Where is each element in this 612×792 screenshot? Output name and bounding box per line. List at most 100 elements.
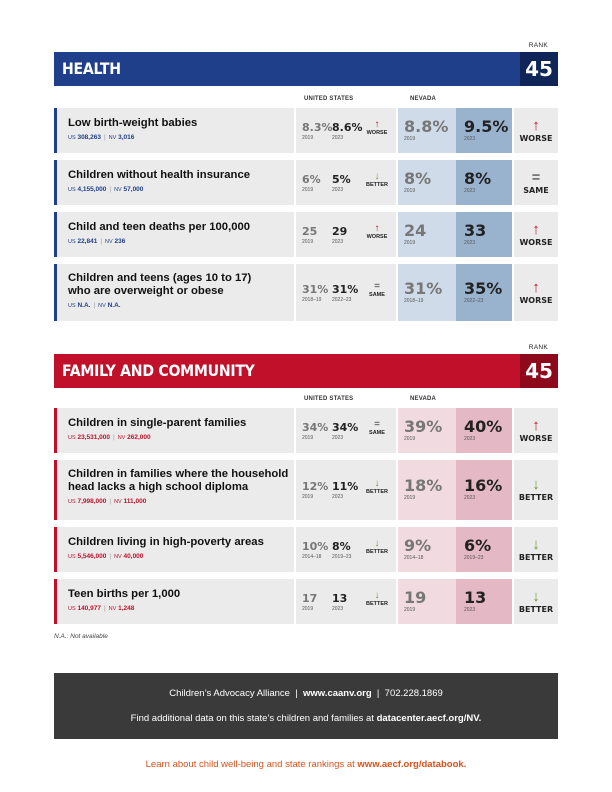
indicator-label-cell: Children without health insurance US 4,15… xyxy=(54,160,294,205)
nv-data-cell-recent: 9.5% 2023 xyxy=(456,108,512,153)
trend-arrow-icon: ↑ xyxy=(532,279,540,296)
indicator-row: Low birth-weight babies US 308,263 | NV 3,0… xyxy=(54,108,558,153)
us-data-cell: 8.3% 2019 8.6% 2023 ↑ WORSE xyxy=(296,108,396,153)
us-year-earlier: 2019 xyxy=(302,187,314,193)
trend-text: WORSE xyxy=(519,134,553,143)
trend-arrow-icon: ↑ xyxy=(374,223,380,234)
trend-arrow-icon: ↓ xyxy=(374,478,380,489)
footer-data-line: Find additional data on this state’s chi… xyxy=(54,713,558,724)
indicator-row: Children in families where the household… xyxy=(54,460,558,520)
indicator-name-line: Children in families where the household xyxy=(68,468,289,480)
trend-arrow-icon: ↓ xyxy=(532,588,540,605)
trend-arrow-icon: ↓ xyxy=(374,538,380,549)
nv-count: 1,248 xyxy=(118,605,135,612)
count-separator: | xyxy=(93,302,96,309)
learn-more-line: Learn about child well-being and state r… xyxy=(0,759,612,770)
nv-data-cell-recent: 40% 2023 xyxy=(456,408,512,453)
databook-link[interactable]: www.aecf.org/databook. xyxy=(357,759,467,770)
us-trend-indicator: ↓ BETTER xyxy=(362,478,392,496)
us-count-prefix: US xyxy=(68,135,76,141)
nv-count: 3,016 xyxy=(118,134,135,141)
trend-text: BETTER xyxy=(366,549,388,555)
learn-more-text: Learn about child well-being and state r… xyxy=(145,759,358,770)
indicator-name: Children in families where the household… xyxy=(68,468,288,494)
trend-text: BETTER xyxy=(518,605,554,614)
us-value-recent: 13 xyxy=(332,592,348,605)
trend-text: SAME xyxy=(369,292,385,298)
indicator-row: Child and teen deaths per 100,000 US 22,8… xyxy=(54,212,558,257)
rank-value: 45 xyxy=(520,52,558,86)
footer-datacenter-link[interactable]: datacenter.aecf.org/NV. xyxy=(376,713,482,724)
nv-year-earlier: 2019 xyxy=(404,136,416,142)
us-count: N.A. xyxy=(77,302,91,309)
indicator-name-line: Children without health insurance xyxy=(68,169,251,181)
section-header: HEALTH 45 xyxy=(54,52,558,86)
nv-value-recent: 8% xyxy=(464,169,492,188)
section-title: HEALTH xyxy=(62,59,121,78)
nv-year-earlier: 2019 xyxy=(404,495,416,501)
indicator-name: Children living in high-poverty areas xyxy=(68,536,264,549)
us-count: 4,155,000 xyxy=(77,186,107,193)
indicator-counts: US 140,977 | NV 1,248 xyxy=(68,605,134,612)
nv-trend-indicator: = SAME xyxy=(514,160,558,205)
footer-contact: Children’s Advocacy Alliance | www.caanv… xyxy=(169,688,443,699)
footer-line2-text: Find additional data on this state’s chi… xyxy=(130,713,377,724)
indicator-name: Child and teen deaths per 100,000 xyxy=(68,221,250,234)
indicator-name-line: Children in single-parent families xyxy=(68,417,247,429)
indicator-name: Children in single-parent families xyxy=(68,417,246,430)
us-count: 23,531,000 xyxy=(77,434,110,441)
nv-trend-indicator: ↑ WORSE xyxy=(514,212,558,257)
nv-data-cell-recent: 33 2023 xyxy=(456,212,512,257)
nv-count-prefix: NV xyxy=(114,187,122,193)
count-separator: | xyxy=(109,553,112,560)
nv-year-earlier: 2018–19 xyxy=(404,298,424,304)
us-value-earlier: 6% xyxy=(302,173,321,186)
us-count-prefix: US xyxy=(68,239,76,245)
trend-text: WORSE xyxy=(519,434,553,443)
nv-count-prefix: NV xyxy=(114,499,122,505)
trend-arrow-icon: ↑ xyxy=(532,417,540,434)
indicator-label-cell: Children living in high-poverty areas US … xyxy=(54,527,294,572)
us-data-cell: 25 2019 29 2023 ↑ WORSE xyxy=(296,212,396,257)
col-us-header: UNITED STATES xyxy=(304,396,354,402)
trend-text: BETTER xyxy=(366,601,388,607)
indicator-counts: US 22,841 | NV 236 xyxy=(68,238,125,245)
nv-count: 40,000 xyxy=(123,553,144,560)
us-value-earlier: 25 xyxy=(302,225,318,238)
us-year-recent: 2023 xyxy=(332,606,344,612)
footnote: N.A.: Not available xyxy=(54,633,108,640)
health-section: RANK HEALTH 45 UNITED STATES NEVADA Low … xyxy=(54,42,558,332)
footer-org: Children’s Advocacy Alliance xyxy=(169,688,290,699)
nv-year-earlier: 2019 xyxy=(404,436,416,442)
us-year-earlier: 2019 xyxy=(302,435,314,441)
footer-site-link[interactable]: www.caanv.org xyxy=(303,688,372,699)
indicator-label-cell: Children and teens (ages 10 to 17) who ar… xyxy=(54,264,294,321)
nv-count-prefix: NV xyxy=(108,606,117,612)
footer-phone: 702.228.1869 xyxy=(384,688,443,699)
nv-value-earlier: 18% xyxy=(404,476,443,495)
us-year-recent: 2023 xyxy=(332,187,344,193)
nv-data-cell-recent: 8% 2023 xyxy=(456,160,512,205)
us-value-recent: 8.6% xyxy=(332,121,363,134)
trend-arrow-icon: = xyxy=(531,169,541,186)
indicator-counts: US 23,531,000 | NV 262,000 xyxy=(68,434,151,441)
nv-trend-indicator: ↓ BETTER xyxy=(514,527,558,572)
section-title: FAMILY AND COMMUNITY xyxy=(62,361,255,380)
us-count: 308,263 xyxy=(77,134,101,141)
us-value-earlier: 10% xyxy=(302,540,329,553)
indicator-counts: US N.A. | NV N.A. xyxy=(68,302,121,309)
nv-count-prefix: NV xyxy=(108,135,117,141)
indicator-name-line: Child and teen deaths per 100,000 xyxy=(68,221,251,233)
trend-arrow-icon: ↓ xyxy=(374,590,380,601)
us-year-earlier: 2019 xyxy=(302,135,314,141)
trend-text: WORSE xyxy=(519,238,553,247)
nv-year-recent: 2023 xyxy=(464,436,476,442)
trend-arrow-icon: ↑ xyxy=(532,117,540,134)
us-year-earlier: 2019 xyxy=(302,239,314,245)
nv-data-cell-recent: 6% 2019–23 xyxy=(456,527,512,572)
nv-data-cell-earlier: 19 2019 xyxy=(398,579,456,624)
col-us-header: UNITED STATES xyxy=(304,96,354,102)
us-value-recent: 11% xyxy=(332,480,359,493)
us-value-recent: 34% xyxy=(332,421,359,434)
rank-label: RANK xyxy=(528,344,548,351)
